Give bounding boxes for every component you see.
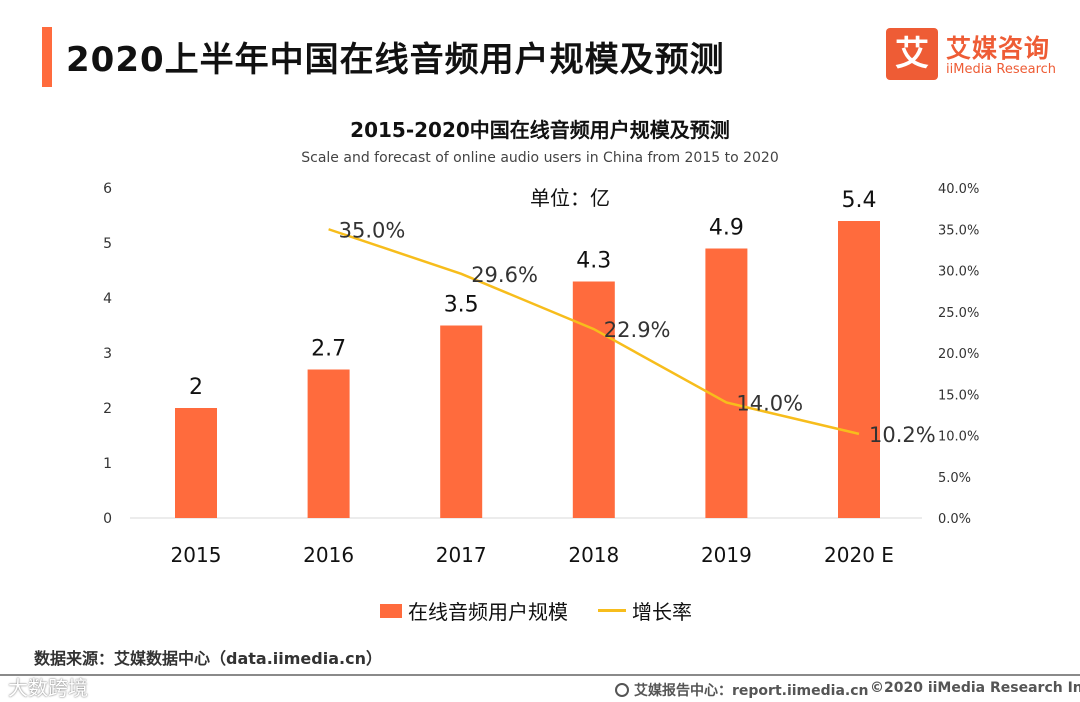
logo: 艾 艾媒咨询 iiMedia Research: [886, 28, 1062, 82]
watermark: 大数跨境: [8, 676, 88, 700]
y-left-tick-label: 0: [103, 511, 112, 527]
bar-2019: [705, 248, 748, 518]
line-point-label: 35.0%: [339, 218, 406, 242]
y-right-tick-label: 0.0%: [938, 512, 971, 527]
line-point-label: 29.6%: [471, 263, 538, 287]
y-right-tick-label: 35.0%: [938, 223, 979, 238]
unit-label: 单位：亿: [530, 186, 610, 210]
y-right-tick-label: 15.0%: [938, 388, 979, 403]
y-right-tick-label: 20.0%: [938, 347, 979, 362]
bar-2016: [307, 369, 350, 518]
logo-name-en: iiMedia Research: [946, 62, 1057, 77]
chart-title: 2015-2020中国在线音频用户规模及预测: [350, 118, 730, 142]
x-tick-label: 2015: [171, 543, 222, 567]
legend-bar-swatch: [380, 603, 402, 618]
legend: 在线音频用户规模 增长率: [380, 596, 692, 625]
page-title: 2020上半年中国在线音频用户规模及预测: [66, 40, 725, 80]
globe-icon: [615, 683, 629, 697]
footer-copyright: ©2020 iiMedia Research Inc: [870, 680, 1080, 696]
bar-label: 2: [189, 375, 203, 400]
title-accent-bar: [42, 27, 52, 87]
y-left-tick-label: 4: [103, 291, 112, 307]
bar-label: 5.4: [842, 188, 877, 213]
y-left-tick-label: 1: [103, 456, 112, 472]
line-point-label: 22.9%: [604, 318, 671, 342]
y-right-tick-label: 30.0%: [938, 265, 979, 280]
y-right-tick-label: 40.0%: [938, 182, 979, 197]
bar-label: 4.3: [576, 249, 611, 274]
y-left-tick-label: 2: [103, 401, 112, 417]
bar-2015: [175, 408, 217, 518]
x-tick-label: 2016: [303, 543, 354, 567]
growth-rate-line: [328, 228, 860, 436]
source-note: 数据来源：艾媒数据中心（data.iimedia.cn）: [34, 649, 382, 668]
line-point-label: 10.2%: [869, 423, 936, 447]
x-tick-label: 2020 E: [824, 543, 894, 567]
line-point-label: 14.0%: [736, 392, 803, 416]
legend-bar-label: 在线音频用户规模: [408, 600, 568, 624]
logo-mark-icon: 艾: [886, 28, 938, 80]
bar-2017: [440, 325, 483, 518]
x-tick-label: 2017: [436, 543, 487, 567]
footer-report: 艾媒报告中心：report.iimedia.cn: [615, 680, 869, 700]
bar-2020-E: [838, 221, 880, 518]
footer-divider: [0, 674, 1080, 676]
bar-label: 4.9: [709, 216, 744, 241]
y-left-tick-label: 3: [103, 346, 112, 362]
y-left-tick-label: 5: [103, 236, 112, 252]
bar-label: 3.5: [444, 293, 479, 318]
legend-line-swatch: [598, 609, 626, 612]
y-right-tick-label: 25.0%: [938, 306, 979, 321]
x-tick-label: 2018: [568, 543, 619, 567]
y-left-tick-label: 6: [103, 181, 112, 197]
bar-label: 2.7: [311, 337, 346, 362]
y-right-tick-label: 10.0%: [938, 430, 979, 445]
y-right-tick-label: 5.0%: [938, 471, 971, 486]
x-tick-label: 2019: [701, 543, 752, 567]
chart-subtitle: Scale and forecast of online audio users…: [301, 150, 779, 166]
logo-name-cn: 艾媒咨询: [946, 34, 1051, 63]
bar-2018: [572, 281, 615, 518]
legend-line-label: 增长率: [632, 600, 692, 624]
footer-report-text: 艾媒报告中心：report.iimedia.cn: [634, 683, 869, 699]
